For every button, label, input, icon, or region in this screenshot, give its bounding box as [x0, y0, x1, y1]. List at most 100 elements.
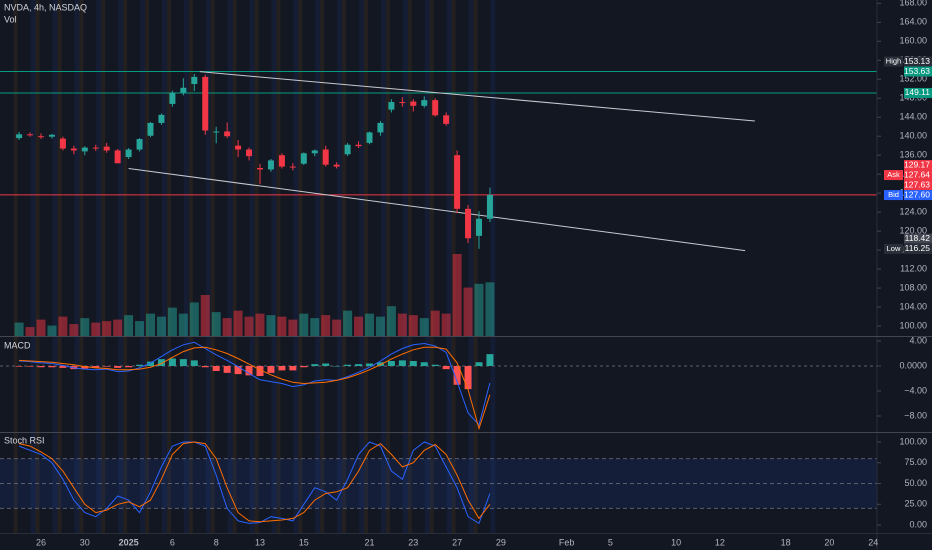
x-tick-label: Feb — [559, 537, 575, 547]
price-label: 127.64 — [904, 169, 930, 179]
volume-bar — [211, 312, 221, 336]
volume-bar — [375, 316, 385, 336]
volume-bar — [463, 287, 473, 336]
premarket-shade — [79, 0, 84, 533]
volume-bar — [419, 318, 429, 336]
x-tick-label: 8 — [214, 537, 219, 547]
candle-body — [278, 155, 285, 167]
macd-histogram-bar — [157, 359, 165, 366]
x-tick-label: 21 — [364, 537, 374, 547]
macd-histogram-bar — [366, 363, 373, 366]
candle-body — [486, 194, 493, 219]
price-label-box — [904, 66, 932, 77]
trendline — [128, 167, 746, 252]
candle-body — [289, 166, 296, 168]
macd-histogram-bar — [234, 366, 242, 375]
volume-bar — [310, 318, 320, 336]
price-label: 116.25 — [905, 243, 931, 253]
macd-histogram-bar — [398, 360, 406, 366]
y-tick-label: −4.00 — [904, 385, 927, 395]
macd-histogram-bar — [59, 366, 67, 368]
y-tick-label: 140.00 — [899, 131, 927, 141]
candle-body — [180, 87, 187, 93]
volume-bar — [113, 319, 123, 336]
x-tick-label: 23 — [408, 537, 418, 547]
volume-bar — [91, 322, 101, 336]
price-label: 118.42 — [905, 233, 931, 243]
candle-body — [114, 150, 121, 164]
candle-body — [202, 76, 209, 131]
postmarket-shade — [380, 0, 386, 533]
candle-body — [311, 150, 318, 154]
premarket-shade — [320, 0, 325, 533]
macd-histogram-bar — [114, 366, 122, 368]
macd-histogram-bar — [212, 366, 220, 371]
y-tick-label: 112.00 — [900, 263, 927, 273]
candle-body — [191, 76, 198, 84]
postmarket-shade — [402, 0, 408, 533]
y-tick-label: 164.00 — [899, 17, 927, 27]
trendline — [199, 71, 755, 122]
macd-histogram-bar — [344, 364, 352, 366]
volume-bar — [58, 316, 68, 336]
volume-bar — [321, 315, 331, 336]
postmarket-shade — [490, 0, 496, 533]
volume-bar — [47, 325, 57, 336]
x-tick-label: 10 — [671, 537, 681, 547]
postmarket-shade — [161, 0, 167, 533]
candle-body — [465, 208, 472, 239]
x-tick-label: 13 — [255, 537, 265, 547]
macd-histogram-bar — [223, 366, 231, 373]
premarket-shade — [364, 0, 369, 533]
volume-bar — [102, 321, 112, 336]
premarket-shade — [13, 0, 18, 533]
volume-bar — [332, 319, 342, 336]
price-label-tag-box — [884, 170, 903, 181]
premarket-shade — [166, 0, 171, 533]
premarket-shade — [385, 0, 390, 533]
candle-body — [27, 134, 34, 136]
postmarket-shade — [118, 0, 124, 533]
macd-histogram-bar — [103, 366, 111, 367]
macd-histogram-bar — [136, 364, 144, 366]
volume-bar — [288, 319, 298, 336]
volume-bar — [397, 313, 407, 336]
session-shading — [13, 0, 496, 533]
macd-histogram-bar — [256, 366, 264, 376]
volume-title: Vol — [4, 14, 17, 24]
candle-body — [267, 160, 274, 170]
y-tick-label: 144.00 — [899, 112, 927, 122]
macd-line — [19, 346, 491, 431]
macd-histogram-bar — [245, 366, 253, 376]
macd-histogram-bar — [267, 366, 275, 373]
candle-body — [410, 101, 417, 106]
price-label: 127.60 — [904, 189, 930, 199]
price-label: 129.17 — [904, 159, 930, 169]
macd-histogram-bar — [333, 366, 341, 367]
macd-histogram-bar — [201, 366, 209, 368]
plot-area — [0, 71, 877, 525]
volume-bar — [277, 316, 287, 336]
y-tick-label: 4.00 — [909, 335, 927, 345]
volume-bar — [135, 321, 145, 336]
postmarket-shade — [52, 0, 58, 533]
x-tick-label: 27 — [452, 537, 462, 547]
macd-histogram-bar — [147, 361, 154, 366]
postmarket-shade — [271, 0, 277, 533]
volume-bar — [146, 313, 155, 336]
postmarket-shade — [205, 0, 211, 533]
volume-bar — [178, 313, 188, 336]
volume-bar — [156, 316, 166, 336]
macd-histogram-bar — [179, 359, 187, 366]
macd-histogram-bar — [453, 366, 461, 385]
y-tick-label: 100.00 — [899, 320, 927, 330]
postmarket-shade — [468, 0, 474, 533]
price-label-box — [904, 160, 932, 171]
macd-histogram-bar — [311, 364, 319, 366]
y-tick-label: 108.00 — [899, 282, 927, 292]
postmarket-shade — [227, 0, 233, 533]
premarket-shade — [35, 0, 40, 533]
premarket-shade — [232, 0, 237, 533]
volume-bar — [441, 313, 451, 336]
